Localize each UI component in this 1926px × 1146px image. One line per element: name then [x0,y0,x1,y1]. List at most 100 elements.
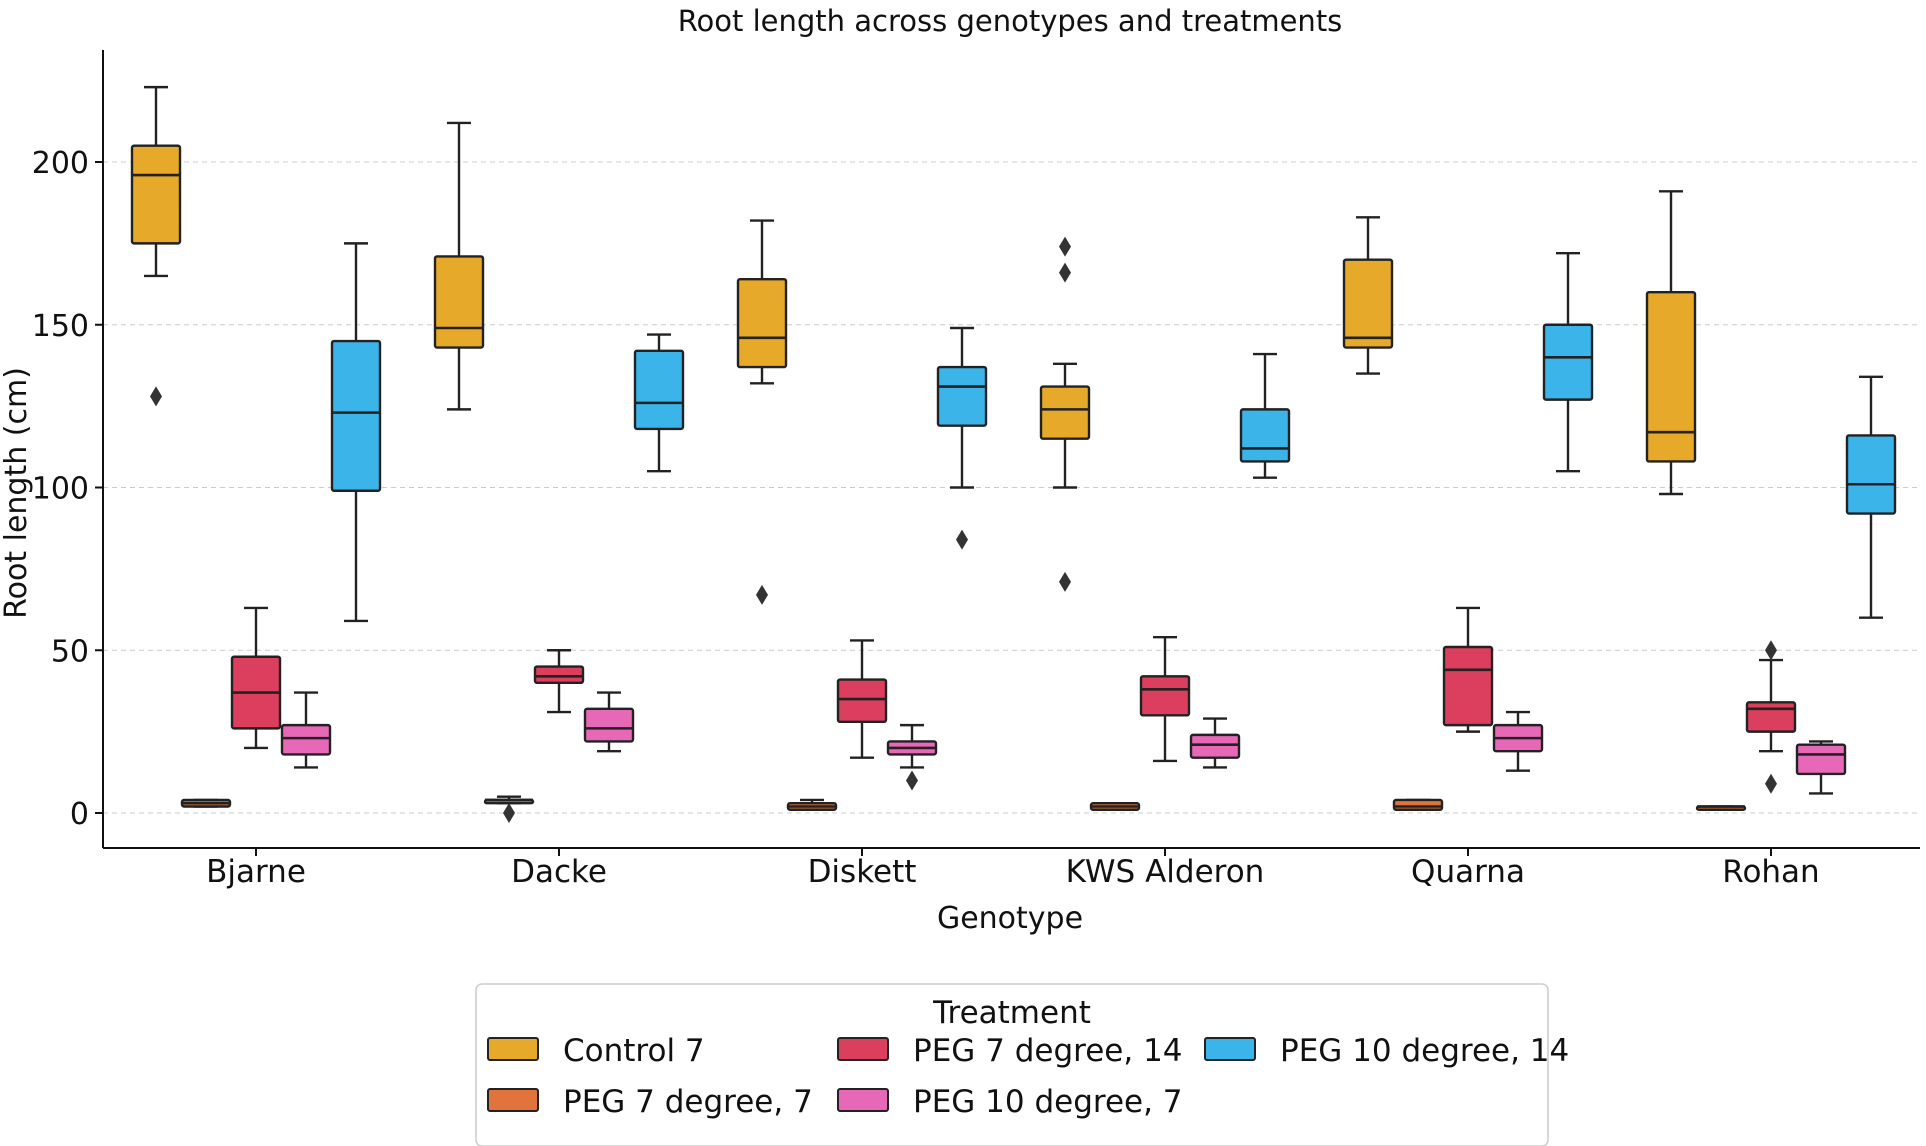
y-tick-label: 100 [32,472,89,507]
x-tick-label: Quarna [1411,854,1525,890]
box-body [130,144,182,245]
box-diskett [836,639,888,759]
box-rohan [1645,190,1697,496]
box-quarna [1442,606,1494,733]
box-body [1392,798,1444,811]
box-kws-alderon [1089,802,1141,811]
box-quarna [1542,251,1594,473]
legend-swatch [487,1037,539,1061]
outlier-point [1765,640,1777,661]
series-peg-7-degree-14 [230,606,1797,794]
box-body [1039,385,1091,440]
box-body [836,678,888,724]
legend-swatch [837,1088,889,1112]
box-quarna [1492,710,1544,772]
box-body [1342,258,1394,349]
outlier-point [1059,236,1071,257]
box-rohan [1745,640,1797,794]
series-control-7 [130,85,1697,605]
legend-label: PEG 10 degree, 14 [1280,1033,1569,1069]
box-bjarne [180,798,232,808]
box-dacke [633,333,685,473]
legend-frame [475,983,1549,1146]
box-kws-alderon [1139,636,1191,763]
box-body [633,349,685,431]
outlier-point [1765,773,1777,794]
box-kws-alderon [1239,352,1291,479]
legend: Treatment Control 7 PEG 7 degree, 14 PEG 1… [475,983,1569,1146]
legend-item: PEG 10 degree, 7 [837,1084,1183,1120]
legend-swatch [1204,1037,1256,1061]
x-tick-label: Dacke [511,854,607,890]
box-body [1845,434,1897,515]
box-body [1542,323,1594,401]
outlier-point [150,386,162,407]
outlier-point [956,529,968,550]
outlier-point [503,803,515,823]
box-diskett [886,723,938,791]
box-bjarne [130,85,182,407]
box-rohan [1795,740,1847,795]
box-body [1795,743,1847,776]
box-diskett [936,326,988,550]
series-peg-10-degree-7 [280,691,1847,795]
y-tick-label: 50 [51,634,89,669]
outlier-point [1059,262,1071,283]
box-body [280,723,332,756]
box-dacke [483,795,535,823]
x-tick-label: Bjarne [206,854,306,890]
legend-item: PEG 7 degree, 7 [487,1084,813,1120]
x-axis-label: Genotype [937,901,1083,936]
box-body [1645,291,1697,463]
box-bjarne [330,242,382,623]
box-body [330,339,382,492]
legend-label: PEG 10 degree, 7 [913,1084,1183,1120]
box-body [936,365,988,427]
y-tick-label: 150 [32,309,89,344]
box-body [736,277,788,369]
legend-items: Control 7 PEG 7 degree, 14 PEG 10 degree, … [487,1033,1569,1120]
axes [102,50,1920,849]
legend-label: Control 7 [563,1033,705,1069]
outlier-point [906,770,918,791]
y-axis-label: Root length (cm) [0,367,34,619]
box-body [1189,733,1241,759]
box-body [1745,701,1797,733]
legend-swatch [487,1088,539,1112]
x-tick-labels: Bjarne Dacke Diskett KWS Alderon Quarna Rohan [206,848,1820,890]
y-tick-label: 0 [70,797,89,832]
box-series-group [130,85,1897,823]
box-diskett [736,219,788,605]
y-tick-labels: 0 50 100 150 200 [32,146,103,832]
legend-item: Control 7 [487,1033,705,1069]
box-body [1442,645,1494,727]
legend-title: Treatment [932,995,1091,1031]
legend-swatch [837,1037,889,1061]
x-tick-label: KWS Alderon [1066,854,1265,890]
box-dacke [583,691,635,753]
outlier-point [756,584,768,605]
box-body [1239,408,1291,463]
legend-item: PEG 10 degree, 14 [1204,1033,1569,1069]
box-body [583,707,635,743]
series-peg-10-degree-14 [330,242,1897,623]
outlier-point [1059,571,1071,592]
x-tick-label: Rohan [1722,854,1819,890]
box-body [533,665,585,685]
box-bjarne [280,691,332,769]
legend-label: PEG 7 degree, 7 [563,1084,813,1120]
box-quarna [1342,216,1394,375]
series-peg-7-degree-7 [180,795,1747,823]
box-rohan [1695,805,1747,811]
box-kws-alderon [1189,717,1241,769]
box-bjarne [230,606,282,750]
box-dacke [533,649,585,714]
box-diskett [786,798,838,811]
legend-label: PEG 7 degree, 14 [913,1033,1183,1069]
box-kws-alderon [1039,236,1091,592]
x-tick-label: Diskett [808,854,917,890]
box-body [1139,675,1191,717]
chart-title: Root length across genotypes and treatme… [678,4,1343,38]
box-quarna [1392,798,1444,811]
